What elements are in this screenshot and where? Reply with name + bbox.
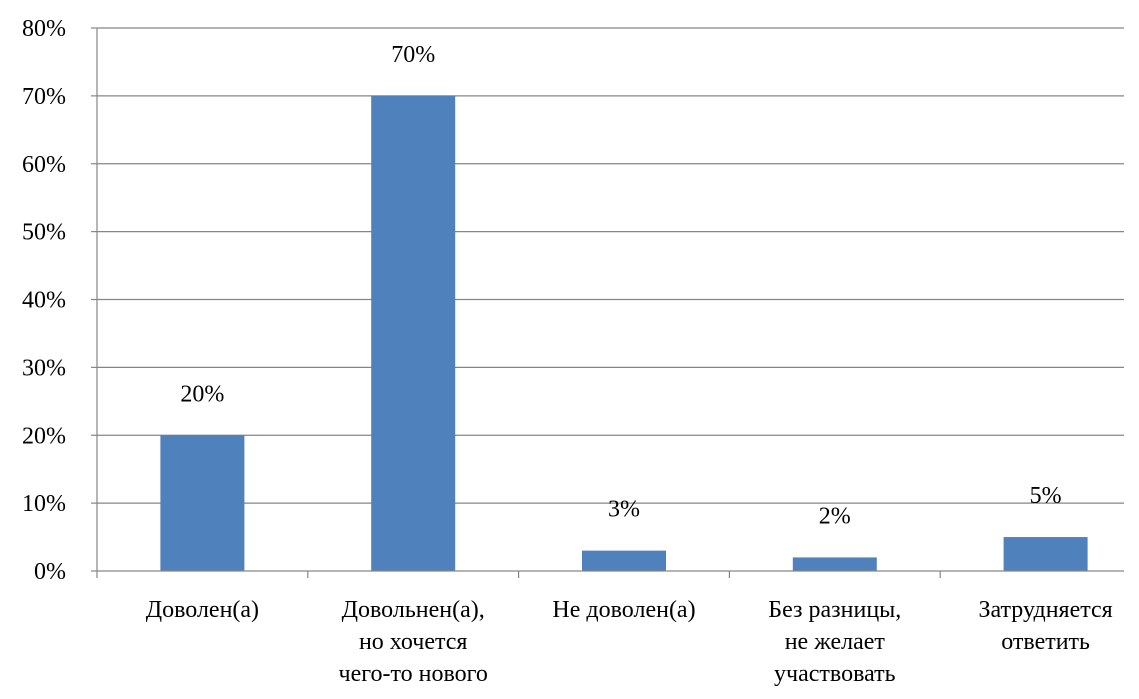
category-label: Довольнен(а), но хочется чего-то нового: [339, 597, 488, 687]
category-label: Затрудняется ответить: [978, 597, 1112, 655]
y-axis-ticks: 0% 10% 20% 30% 40% 50% 60% 70% 80%: [22, 16, 97, 585]
category-label: Доволен(а): [146, 597, 259, 623]
y-tick-label: 10%: [22, 491, 66, 517]
y-tick-label: 50%: [22, 220, 66, 246]
category-label-line: но хочется: [359, 629, 468, 655]
bars: [160, 95, 1088, 571]
category-label-line: ответить: [1001, 629, 1090, 655]
category-label: Без разницы, не желает участвовать: [768, 597, 901, 687]
bar: [160, 435, 245, 571]
category-label-line: чего-то нового: [339, 661, 488, 687]
y-tick-label: 80%: [22, 16, 66, 42]
category-label-line: Не доволен(а): [552, 597, 695, 623]
category-label-line: не желает: [785, 629, 886, 655]
data-label: 20%: [180, 381, 224, 407]
y-tick-label: 70%: [22, 84, 66, 110]
bar: [1003, 537, 1088, 571]
data-label: 2%: [819, 503, 851, 529]
y-tick-label: 30%: [22, 355, 66, 381]
y-tick-label: 60%: [22, 152, 66, 178]
data-label: 3%: [608, 497, 640, 523]
category-label: Не доволен(а): [552, 597, 695, 623]
gridlines: [97, 27, 1124, 504]
data-label: 70%: [391, 42, 435, 68]
category-label-line: Затрудняется: [978, 597, 1112, 623]
y-tick-label: 0%: [34, 559, 66, 585]
category-label-line: Доволен(а): [146, 597, 259, 623]
category-label-line: Без разницы,: [768, 597, 901, 623]
category-label-line: участвовать: [774, 661, 896, 687]
x-axis: [96, 28, 1124, 578]
category-label-line: Довольнен(а),: [342, 597, 485, 623]
category-labels: Доволен(а) Довольнен(а), но хочется чего-то…: [146, 597, 1113, 687]
bar: [371, 95, 456, 571]
bar: [792, 557, 877, 571]
y-tick-label: 20%: [22, 423, 66, 449]
y-tick-label: 40%: [22, 288, 66, 314]
data-labels: 20% 70% 3% 2% 5%: [180, 42, 1061, 530]
data-label: 5%: [1030, 483, 1062, 509]
bar: [582, 550, 666, 571]
